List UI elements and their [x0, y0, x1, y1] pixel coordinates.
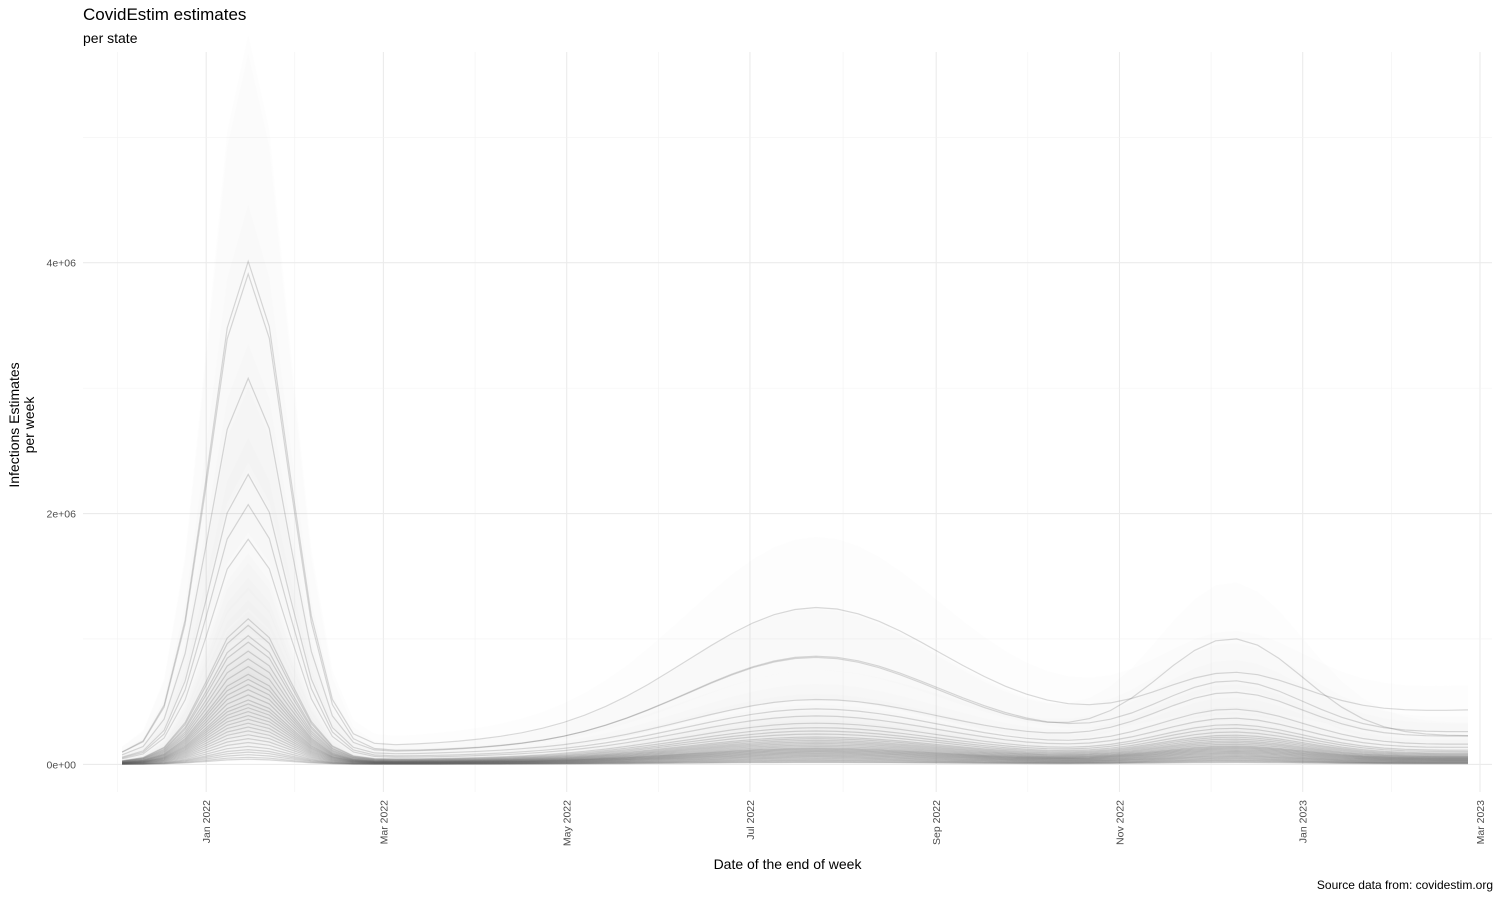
chart-subtitle: per state — [83, 30, 138, 46]
y-tick-label: 4e+06 — [47, 258, 77, 270]
line-state-4 — [121, 473, 1468, 758]
source-caption: Source data from: covidestim.org — [1316, 878, 1493, 892]
line-state-5 — [121, 503, 1468, 759]
x-axis-label: Date of the end of week — [713, 856, 862, 872]
x-tick-label: Jan 2022 — [201, 800, 213, 843]
line-state-35 — [122, 756, 1468, 765]
line-state-27 — [122, 730, 1468, 765]
line-state-36 — [122, 758, 1468, 765]
y-tick-label: 2e+06 — [47, 509, 77, 521]
line-state-32 — [122, 748, 1468, 765]
line-state-11 — [122, 650, 1468, 763]
x-axis-ticks: Jan 2022 Mar 2022 May 2022 Jul 2022 Sep 2022… — [201, 800, 1487, 846]
line-state-21 — [122, 707, 1468, 764]
state-lines — [121, 259, 1469, 765]
line-state-1 — [121, 259, 1469, 753]
x-tick-label: May 2022 — [562, 800, 574, 846]
y-axis-ticks: 0e+00 2e+06 4e+06 — [47, 258, 77, 772]
line-state-26 — [122, 726, 1468, 765]
line-state-34 — [122, 754, 1468, 765]
line-state-15 — [122, 678, 1468, 763]
line-state-31 — [122, 745, 1468, 765]
x-tick-label: Sep 2022 — [931, 800, 943, 845]
line-state-24 — [122, 718, 1468, 764]
line-state-2 — [121, 271, 1469, 753]
uncertainty-bands — [122, 35, 1468, 764]
line-state-6 — [121, 538, 1468, 760]
y-axis-label-line-1: Infections Estimates — [6, 362, 22, 488]
line-state-23 — [122, 714, 1468, 764]
line-state-22 — [122, 710, 1468, 764]
line-state-3 — [121, 376, 1468, 756]
line-state-10 — [122, 641, 1468, 762]
chart-title: CovidEstim estimates — [83, 5, 247, 24]
line-state-29 — [122, 737, 1468, 765]
line-state-14 — [122, 673, 1468, 763]
line-state-12 — [122, 658, 1468, 763]
line-state-17 — [122, 689, 1468, 764]
line-state-7 — [122, 617, 1468, 762]
x-tick-label: Nov 2022 — [1114, 800, 1126, 845]
line-state-8 — [122, 624, 1469, 762]
line-state-16 — [122, 683, 1468, 763]
line-state-9 — [122, 634, 1468, 762]
line-state-13 — [122, 665, 1469, 763]
line-state-33 — [122, 751, 1468, 765]
y-axis-label-line-2: per week — [21, 396, 37, 454]
x-tick-label: Mar 2022 — [378, 800, 390, 845]
line-state-19 — [122, 699, 1468, 764]
line-state-18 — [122, 694, 1468, 764]
line-state-25 — [122, 722, 1468, 764]
line-state-28 — [122, 734, 1468, 765]
x-tick-label: Jan 2023 — [1298, 800, 1310, 843]
x-tick-label: Mar 2023 — [1475, 800, 1487, 845]
line-state-30 — [122, 741, 1468, 765]
y-axis-label: Infections Estimates per week — [0, 0, 40, 900]
line-state-20 — [122, 703, 1468, 764]
grid — [83, 52, 1492, 792]
y-tick-label: 0e+00 — [47, 759, 77, 771]
x-tick-label: Jul 2022 — [745, 800, 757, 840]
